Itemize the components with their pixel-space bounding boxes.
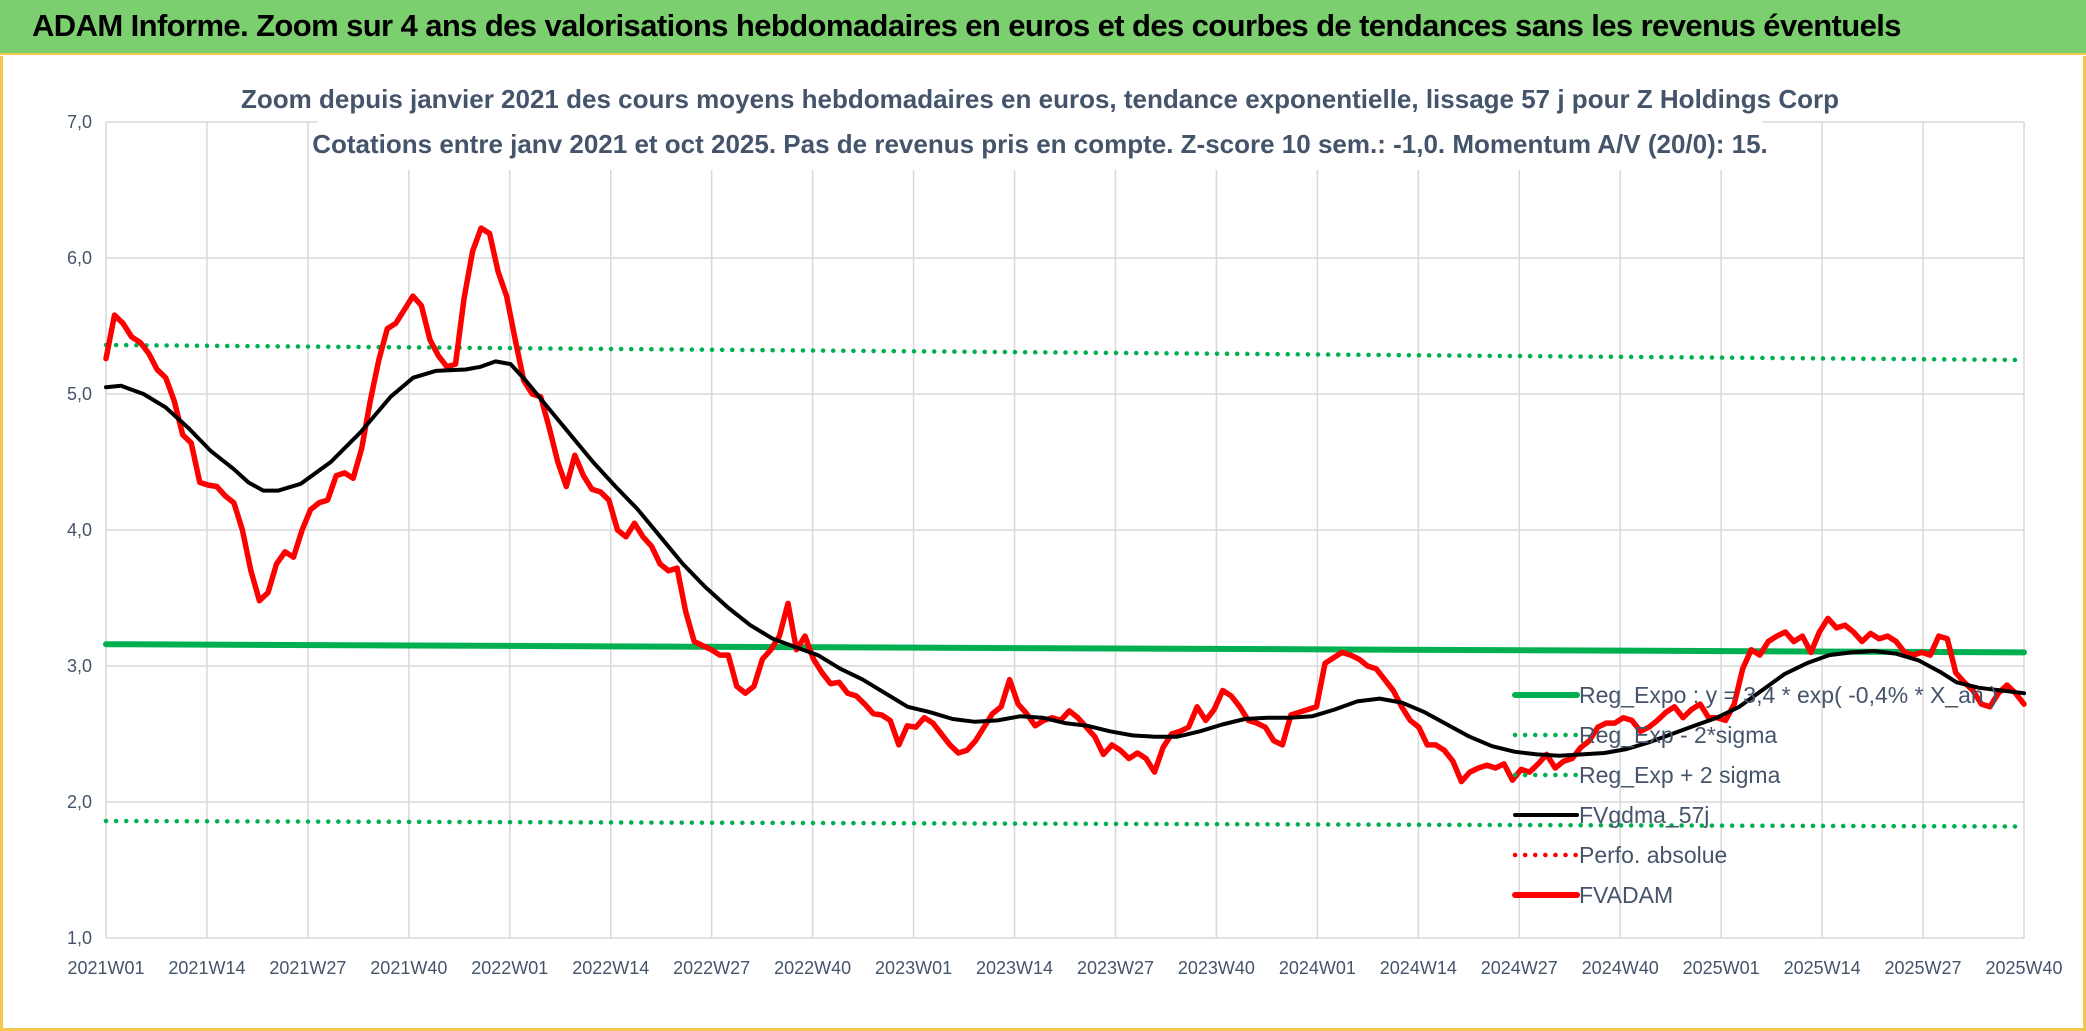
y-tick-label: 4,0 [67,520,92,540]
chart-legend: Reg_Expo : y = 3,4 * exp( -0,4% * X_an )… [1512,682,1998,908]
x-tick-label: 2025W01 [1683,958,1760,978]
x-tick-label: 2022W01 [471,958,548,978]
y-tick-label: 5,0 [67,384,92,404]
chart-frame [0,56,2086,1031]
x-tick-label: 2022W27 [673,958,750,978]
chart-subtitle: Cotations entre janv 2021 et oct 2025. P… [312,129,1768,159]
x-tick-label: 2024W01 [1279,958,1356,978]
x-tick-label: 2023W01 [875,958,952,978]
series-line-reg-exp-2-sigma [103,818,2027,829]
x-tick-label: 2021W40 [370,958,447,978]
title-background [318,80,1762,170]
y-tick-label: 2,0 [67,792,92,812]
legend-label: Reg_Exp - 2*sigma [1579,722,1777,748]
legend-label: Reg_Expo : y = 3,4 * exp( -0,4% * X_an ) [1579,682,1998,708]
legend-label: Perfo. absolue [1579,842,1727,868]
x-tick-label: 2024W40 [1582,958,1659,978]
x-tick-label: 2023W40 [1178,958,1255,978]
x-tick-label: 2021W01 [67,958,144,978]
report-banner: ADAM Informe. Zoom sur 4 ans des valoris… [0,0,2086,55]
legend-label: Reg_Exp + 2 sigma [1579,762,1781,788]
chart-series [103,225,2027,829]
x-tick-label: 2021W14 [168,958,245,978]
series-line-fvgdma-57j [104,359,2026,758]
y-axis-ticks: 1,0 2,0 3,0 4,0 5,0 6,0 7,0 [67,112,92,948]
y-tick-label: 1,0 [67,928,92,948]
report-title: ADAM Informe. Zoom sur 4 ans des valoris… [32,8,1902,43]
y-tick-label: 6,0 [67,248,92,268]
chart-title: Zoom depuis janvier 2021 des cours moyen… [241,84,1839,114]
x-tick-label: 2025W27 [1885,958,1962,978]
y-tick-label: 3,0 [67,656,92,676]
x-axis-ticks: 2021W01 2021W14 2021W27 2021W40 2022W01 2022W… [67,958,2062,978]
x-tick-label: 2024W27 [1481,958,1558,978]
x-tick-label: 2025W40 [1985,958,2062,978]
x-tick-label: 2022W40 [774,958,851,978]
x-tick-label: 2021W27 [269,958,346,978]
series-line-fvadam [103,225,2027,785]
series-line-reg-expo-y-3-4-exp-0-4-x [103,641,2027,656]
x-tick-label: 2024W14 [1380,958,1457,978]
legend-label: FVgdma_57j [1579,802,1709,828]
legend-label: FVADAM [1579,882,1673,908]
series-line-reg-exp-2-sigma [103,342,2027,363]
x-tick-label: 2023W14 [976,958,1053,978]
x-tick-label: 2022W14 [572,958,649,978]
x-tick-label: 2025W14 [1784,958,1861,978]
x-tick-label: 2023W27 [1077,958,1154,978]
chart-grid [105,121,2025,939]
y-tick-label: 7,0 [67,112,92,132]
